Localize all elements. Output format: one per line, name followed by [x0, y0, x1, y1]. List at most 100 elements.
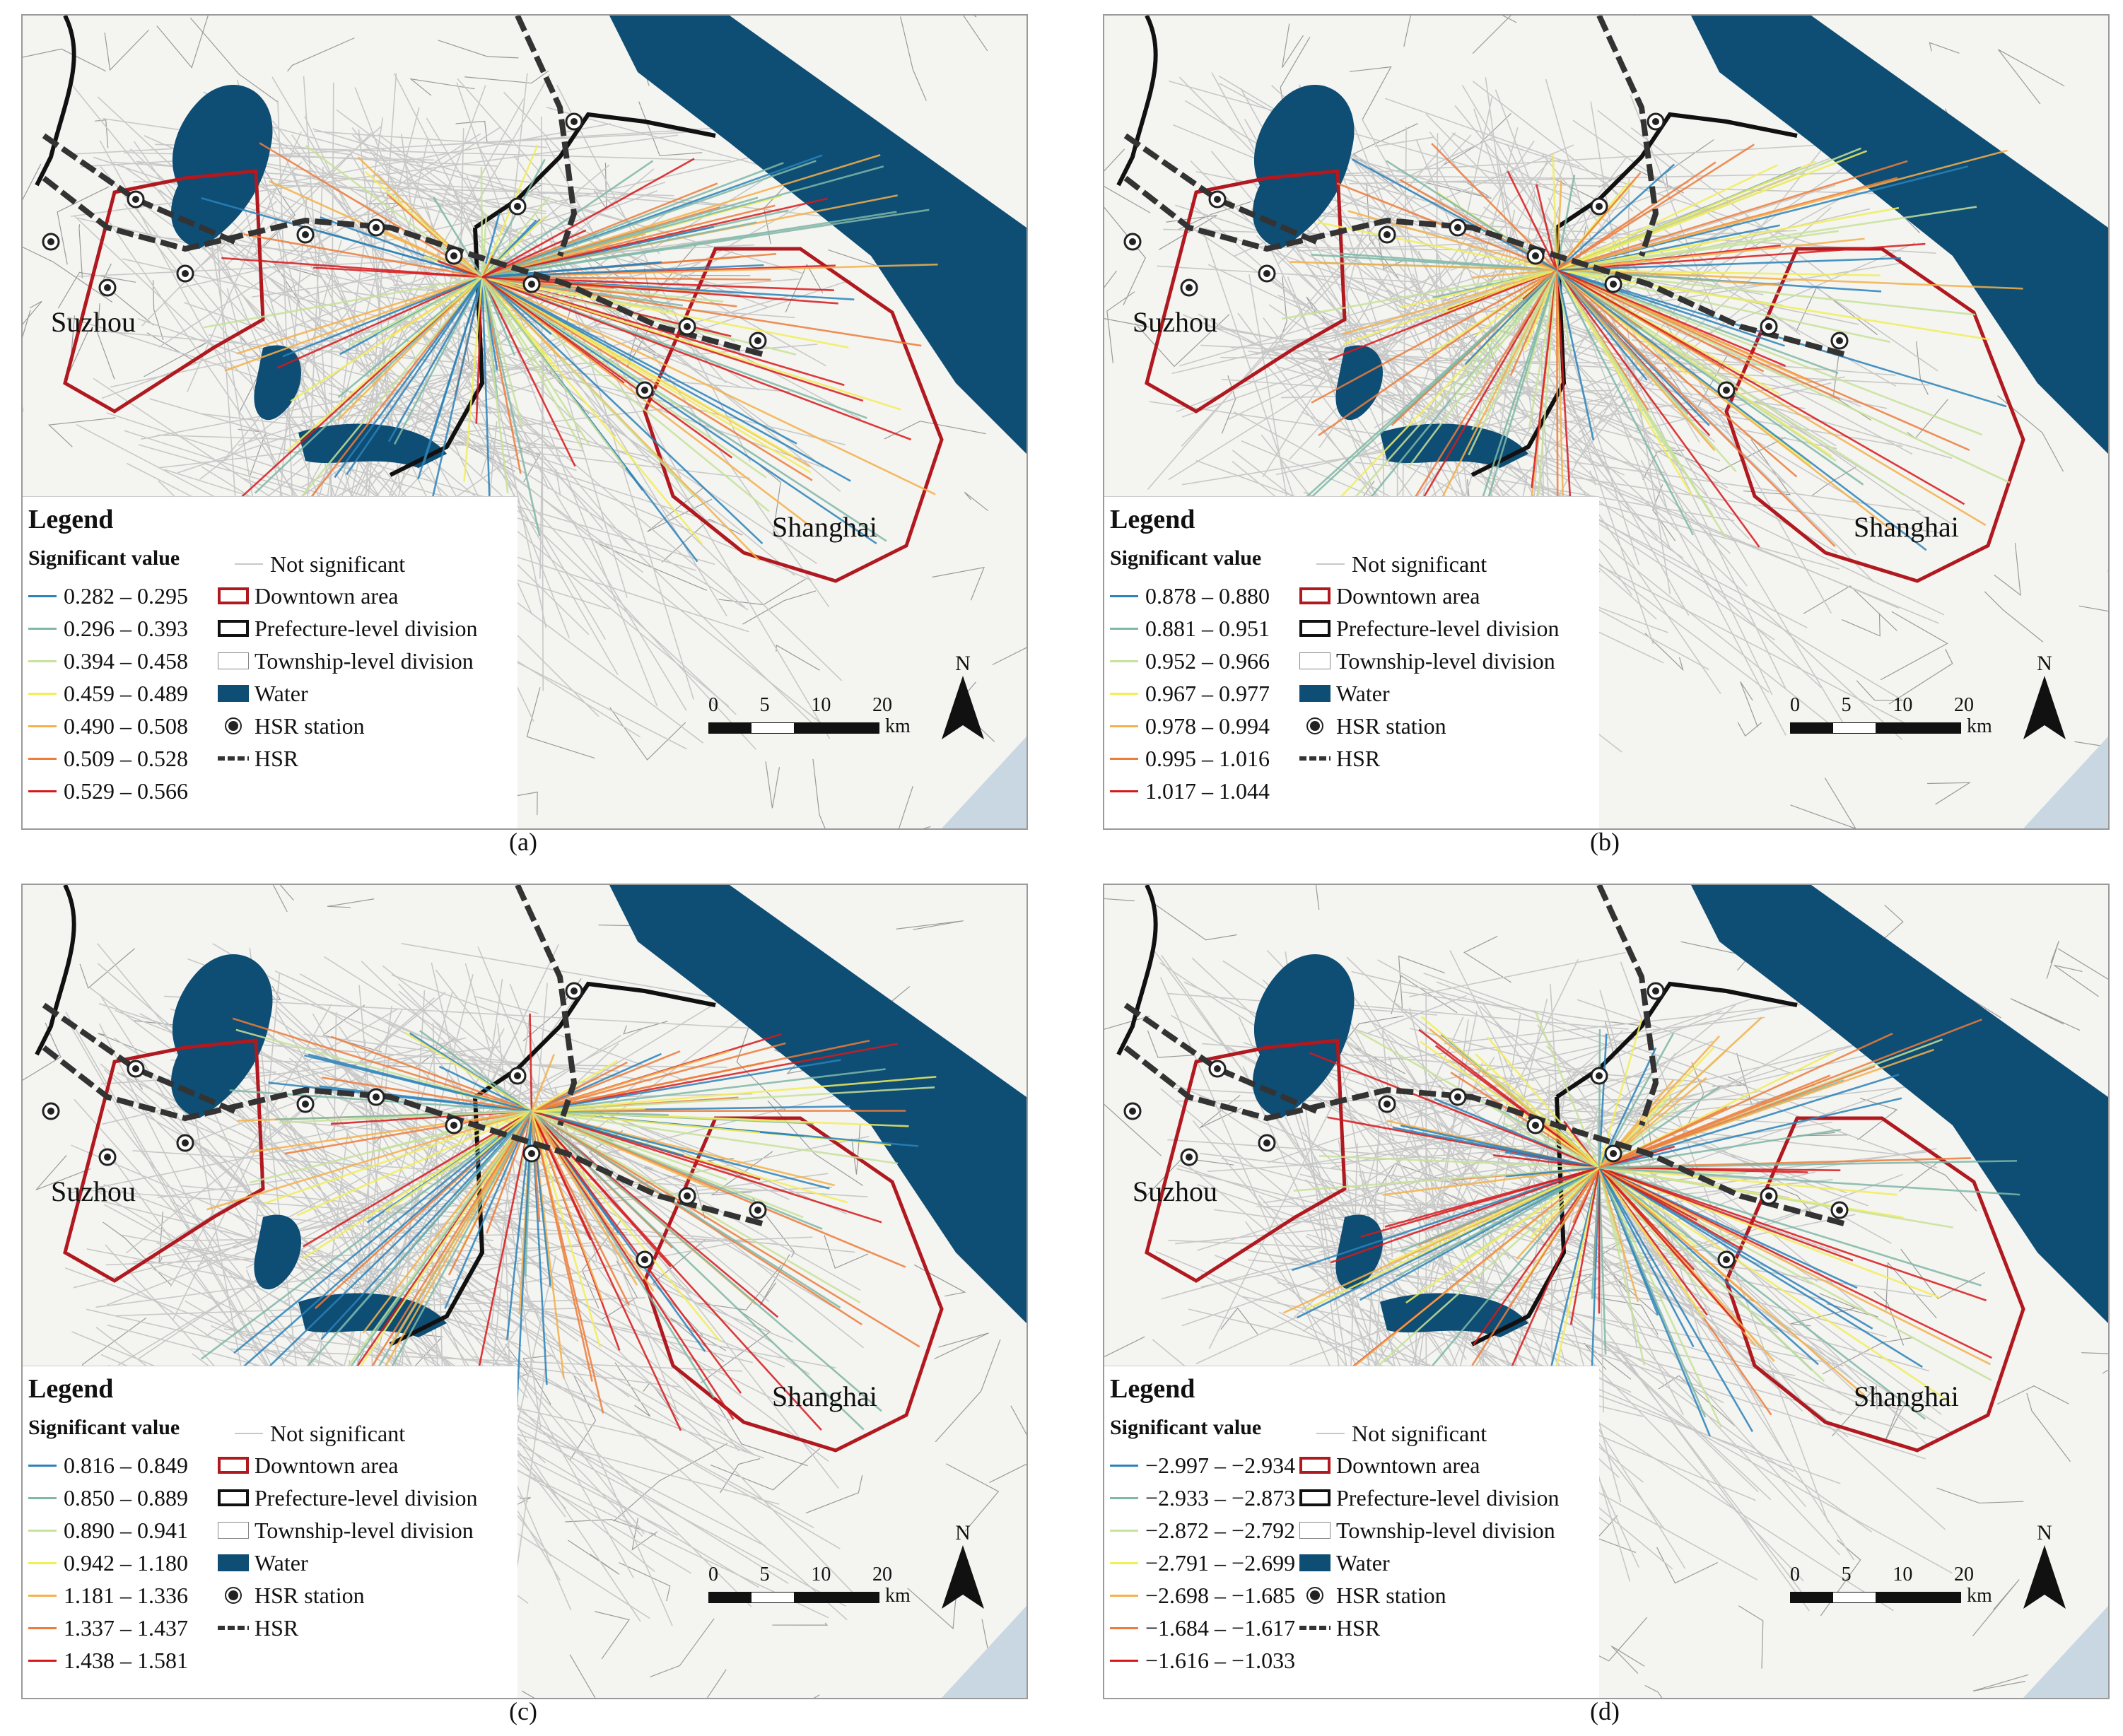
township-boundary: [718, 578, 807, 606]
township-boundary: [1743, 439, 1791, 495]
not-significant-line: [252, 243, 616, 298]
not-significant-line: [1417, 250, 1540, 509]
significant-flow-line: [531, 1050, 730, 1113]
township-boundary: [23, 246, 113, 303]
legend-township: Township-level division: [1299, 1516, 1555, 1544]
significant-flow-line: [481, 276, 703, 545]
water-sea: [2023, 1606, 2108, 1698]
township-boundary: [896, 920, 964, 930]
significant-flow-line: [531, 1042, 786, 1113]
downtown-boundary: [63, 169, 944, 583]
township-boundary: [613, 1443, 728, 1522]
hsr-station-dot: [132, 1065, 139, 1072]
significant-flow-line: [531, 1110, 727, 1181]
legend-class-range: 0.881 – 0.951: [1145, 615, 1270, 641]
legend-class-item: 1.017 – 1.044: [1110, 777, 1270, 805]
significant-flow-line: [514, 1110, 533, 1436]
not-significant-line: [1207, 264, 1945, 616]
hsr-station-dot: [1652, 118, 1659, 125]
scale-tick-10: 10: [1893, 1564, 1913, 1585]
not-significant-line: [303, 192, 546, 223]
hsr-station-dot: [1129, 238, 1136, 245]
hsr-line: [1123, 1045, 1848, 1227]
not-significant-line: [67, 316, 725, 527]
significant-flow-line: [377, 276, 483, 336]
significant-flow-line: [531, 1110, 841, 1309]
legend-hsr: HSR: [1299, 744, 1380, 773]
not-significant-line: [453, 1257, 731, 1421]
scale-unit: km: [1967, 1585, 1992, 1607]
township-boundary: [287, 37, 355, 72]
not-significant-line: [1251, 208, 1383, 487]
scale-tick-5: 5: [1841, 1564, 1852, 1585]
significant-flow-line: [481, 276, 901, 411]
not-significant-line: [137, 318, 577, 471]
significant-flow-line: [1555, 269, 1695, 536]
legend-class-item: 1.181 – 1.336: [28, 1581, 188, 1609]
significant-flow-line: [1556, 269, 2011, 484]
not-significant-line: [552, 348, 628, 598]
significant-flow-line: [481, 182, 718, 278]
significant-flow-line: [308, 1053, 532, 1113]
north-label: N: [2037, 1521, 2052, 1544]
legend-class-item: 1.438 – 1.581: [28, 1646, 188, 1675]
hsr-station-dot: [1186, 1154, 1193, 1161]
significant-flow-line: [481, 276, 524, 427]
not-significant-line: [278, 411, 514, 418]
not-significant-line: [1450, 181, 1690, 271]
significant-flow-line: [1555, 269, 1692, 495]
significant-flow-line: [1556, 269, 1786, 367]
significant-flow-line: [530, 1110, 592, 1241]
not-significant-line: [1282, 211, 1564, 421]
legend-class-item: −2.698 – −1.685: [1110, 1581, 1295, 1609]
significant-flow-line: [481, 276, 912, 441]
not-significant-line: [1168, 1239, 1455, 1254]
significant-flow-line: [531, 1043, 899, 1113]
township-boundary: [898, 785, 931, 828]
significant-flow-line: [1556, 269, 1927, 551]
significant-flow-line: [481, 214, 488, 278]
hsr-station-dot: [47, 238, 54, 245]
not-significant-line: [1410, 998, 1814, 1088]
not-significant-line: [1589, 470, 1596, 486]
significant-flow-line: [481, 209, 930, 278]
significant-flow-line: [1343, 269, 1557, 335]
significant-flow-line: [481, 276, 541, 536]
significant-flow-line: [531, 1110, 882, 1224]
significant-flow-line: [1591, 1167, 1601, 1299]
significant-flow-line: [1463, 1166, 1600, 1249]
not-significant-line: [187, 958, 725, 1159]
legend-class-range: 0.490 – 0.508: [64, 712, 188, 739]
legend-class-range: −2.791 – −2.699: [1145, 1549, 1296, 1576]
legend-class-swatch: [1110, 659, 1138, 662]
not-significant-line: [1432, 1233, 1930, 1372]
not-significant-line: [415, 1233, 848, 1621]
not-significant-line: [1500, 262, 1906, 328]
not-significant-line: [1275, 1040, 1713, 1234]
not-significant-line: [187, 131, 302, 393]
significant-flow-line: [1598, 1167, 1722, 1428]
township-boundary: [1873, 1291, 1905, 1346]
legend-title: Legend: [1110, 505, 1195, 534]
township-boundary: [1151, 901, 1237, 941]
legend-class-range: 0.816 – 0.849: [64, 1452, 188, 1478]
significant-flow-line: [1556, 206, 1900, 271]
hsr-station-dot: [1214, 196, 1221, 203]
significant-flow-line: [486, 1110, 533, 1234]
significant-flow-line: [1450, 1072, 1600, 1169]
township-boundary: [1880, 611, 1948, 681]
significant-flow-line: [1598, 1167, 1754, 1433]
hsr-station-dot: [1610, 1150, 1617, 1157]
township-boundary: [1221, 375, 1236, 434]
not-significant-line: [261, 153, 498, 167]
township-boundary: [989, 1405, 1027, 1483]
legend-class-swatch: [28, 1529, 57, 1532]
township-boundary: [1104, 1336, 1145, 1358]
significant-flow-line: [471, 1110, 533, 1402]
significant-flow-line: [334, 276, 484, 479]
significant-flow-line: [531, 1110, 822, 1431]
not-significant-line: [1408, 1072, 1651, 1119]
township-boundary: [1391, 975, 1458, 1014]
legend-township: Township-level division: [218, 1516, 474, 1544]
not-significant-line: [1409, 951, 1626, 997]
